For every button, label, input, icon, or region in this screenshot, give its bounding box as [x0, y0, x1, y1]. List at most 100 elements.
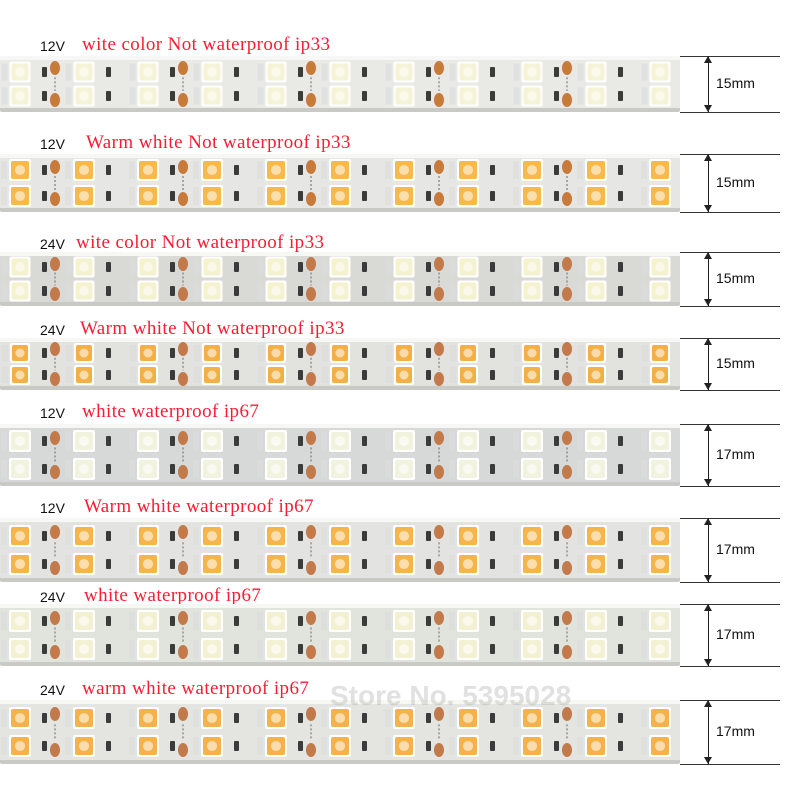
led-chip [330, 365, 350, 385]
solder-pad [562, 431, 572, 445]
solder-pad [434, 192, 444, 206]
resistor [426, 464, 431, 474]
resistor [426, 644, 431, 654]
resistor [298, 286, 303, 296]
led-chip [329, 61, 351, 83]
led-chip [329, 525, 351, 547]
led-chip [9, 256, 31, 278]
dimension-line-bottom [680, 582, 780, 583]
resistor [106, 436, 111, 446]
resistor [554, 191, 559, 201]
solder-pad [178, 611, 188, 625]
solder-pad [178, 372, 188, 386]
led-strip-photo [0, 424, 680, 486]
dimension-arrow-icon [708, 338, 709, 390]
solder-pad [50, 465, 60, 479]
led-chip [649, 185, 671, 207]
led-strip-photo [0, 700, 680, 764]
resistor [234, 67, 239, 77]
resistor [618, 713, 623, 723]
solder-pad [434, 372, 444, 386]
resistor [426, 67, 431, 77]
led-chip [329, 185, 351, 207]
led-strip-photo [0, 338, 680, 390]
led-chip [74, 343, 94, 363]
led-chip [586, 343, 606, 363]
resistor [554, 464, 559, 474]
led-chip [393, 280, 415, 302]
resistor [298, 531, 303, 541]
dimension-line-top [680, 424, 780, 425]
led-chip [330, 343, 350, 363]
led-chip [585, 525, 607, 547]
led-chip [521, 735, 543, 757]
solder-pad [434, 342, 444, 356]
resistor [42, 67, 47, 77]
led-chip [329, 707, 351, 729]
dimension-line-bottom [680, 112, 780, 113]
resistor [106, 531, 111, 541]
resistor [170, 644, 175, 654]
resistor [170, 165, 175, 175]
resistor [362, 713, 367, 723]
resistor [298, 370, 303, 380]
led-chip [74, 365, 94, 385]
led-chip [137, 185, 159, 207]
solder-pad [562, 611, 572, 625]
solder-pad [50, 287, 60, 301]
led-chip [393, 85, 415, 107]
strip-description: wite color Not waterproof ip33 [76, 232, 325, 253]
resistor [618, 262, 623, 272]
resistor [298, 348, 303, 358]
led-strip-photo [0, 56, 680, 112]
led-chip [137, 430, 159, 452]
dimension-line-bottom [680, 390, 780, 391]
solder-pad [306, 192, 316, 206]
led-chip [265, 430, 287, 452]
resistor [42, 713, 47, 723]
strip-width-label: 15mm [716, 75, 755, 91]
resistor [554, 67, 559, 77]
led-chip [649, 525, 671, 547]
resistor [362, 436, 367, 446]
arrowhead-down-icon [704, 383, 712, 390]
dimension-arrow-icon [708, 252, 709, 306]
led-chip [201, 85, 223, 107]
dimension-line-top [680, 338, 780, 339]
solder-pad [434, 465, 444, 479]
led-chip [650, 343, 670, 363]
solder-pad [434, 160, 444, 174]
resistor [554, 531, 559, 541]
led-chip [649, 553, 671, 575]
dimension-line-top [680, 252, 780, 253]
led-chip [329, 159, 351, 181]
led-chip [73, 735, 95, 757]
led-chip [265, 610, 287, 632]
resistor [106, 370, 111, 380]
resistor [490, 616, 495, 626]
led-chip [457, 159, 479, 181]
resistor [106, 91, 111, 101]
resistor [554, 741, 559, 751]
resistor [426, 262, 431, 272]
led-chip [585, 61, 607, 83]
led-chip [393, 638, 415, 660]
solder-pad [50, 561, 60, 575]
dimension-line-bottom [680, 212, 780, 213]
strip-description: Warm white waterproof ip67 [84, 496, 314, 517]
solder-pad [178, 257, 188, 271]
solder-pad [178, 431, 188, 445]
resistor [42, 165, 47, 175]
led-chip [138, 343, 158, 363]
led-chip [394, 343, 414, 363]
resistor [618, 531, 623, 541]
resistor [554, 165, 559, 175]
resistor [234, 644, 239, 654]
resistor [298, 91, 303, 101]
led-chip [9, 553, 31, 575]
resistor [490, 464, 495, 474]
resistor [234, 348, 239, 358]
resistor [490, 348, 495, 358]
led-chip [265, 707, 287, 729]
led-chip [458, 365, 478, 385]
